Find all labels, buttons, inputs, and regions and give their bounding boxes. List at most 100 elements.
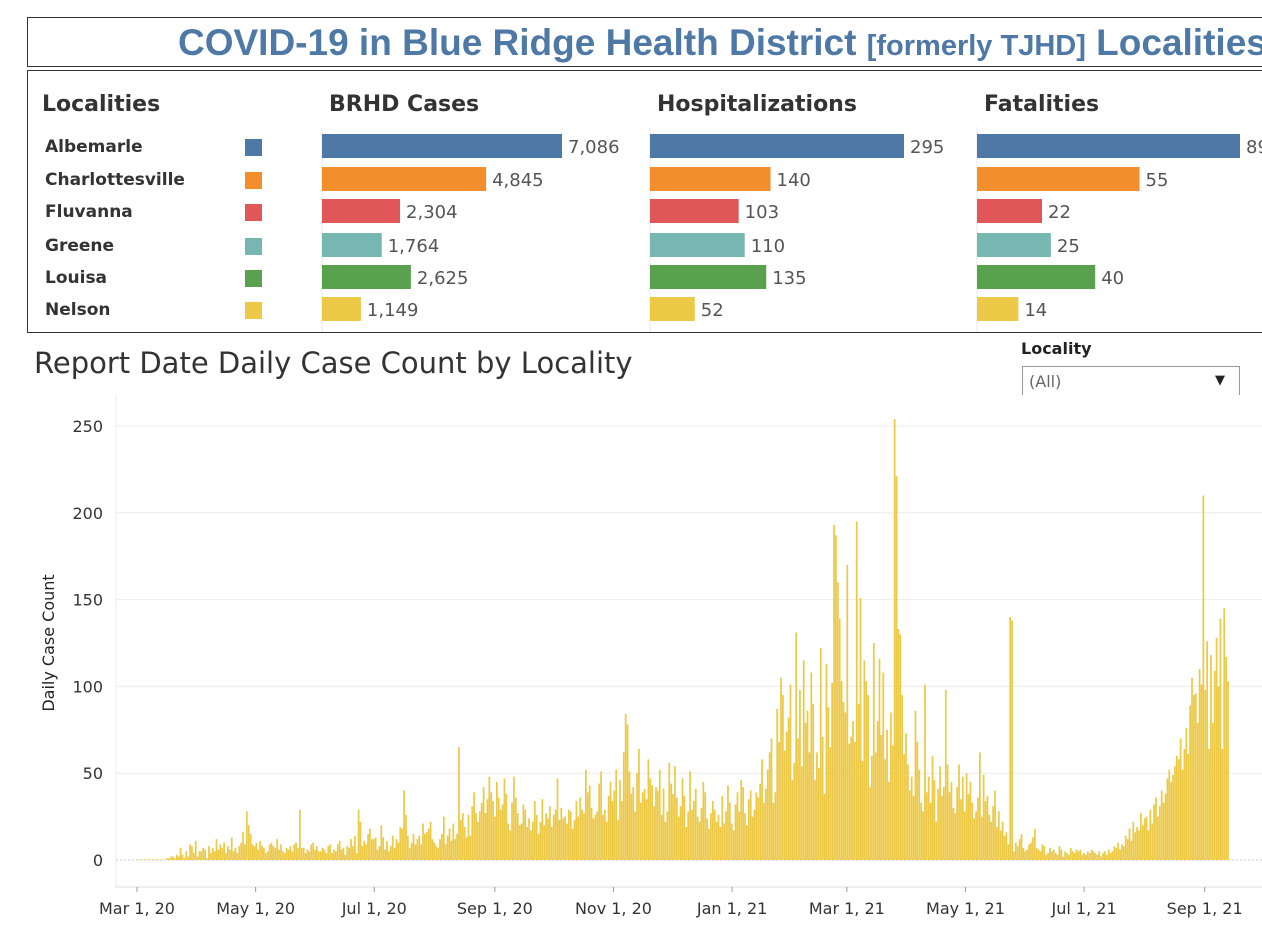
daily-case-bar [211,847,214,860]
daily-case-bar [971,802,974,860]
daily-case-bar [287,849,290,860]
daily-case-bar [524,809,527,860]
daily-case-bar [757,797,760,860]
daily-case-bar [651,785,654,860]
daily-case-bar [463,827,466,860]
locality-label: Charlottesville [45,170,185,190]
summary-bar [322,134,562,158]
daily-case-bar [473,792,476,860]
daily-case-bar [539,821,542,860]
dropdown-arrow-icon[interactable]: ▼ [1215,373,1225,388]
daily-case-bar [1068,854,1070,860]
daily-case-bar [1005,832,1008,860]
daily-case-bar [499,809,502,860]
daily-case-bar [948,792,951,860]
locality-filter-value: (All) [1029,372,1062,391]
daily-case-bar [1168,769,1171,860]
daily-case-bar [994,790,996,860]
daily-case-bar [384,849,387,860]
daily-case-bar [533,800,536,860]
daily-case-bar [675,797,678,860]
daily-case-bar [1219,618,1222,860]
daily-case-bar [666,811,669,860]
summary-bar [977,297,1019,321]
daily-case-bar [1071,851,1074,860]
daily-case-bar [230,837,233,860]
daily-case-bar [1128,828,1131,860]
daily-case-bar [352,846,354,860]
daily-case-bar [772,802,775,860]
locality-filter-dropdown[interactable]: (All) ▼ [1022,366,1240,397]
daily-case-bar [198,851,201,860]
daily-case-bar [471,806,474,860]
daily-case-bar [164,859,167,860]
daily-case-bar [662,788,665,860]
daily-case-bar [1077,851,1080,860]
daily-case-bar [956,787,959,860]
daily-case-bar [477,821,479,860]
daily-case-bar [776,708,779,860]
daily-case-bar [715,821,718,860]
daily-case-bar [162,859,165,860]
daily-case-bar [444,844,447,860]
daily-case-bar [952,807,955,860]
daily-case-bar [312,842,315,860]
daily-case-bar [255,842,258,860]
summary-bar [650,265,767,289]
daily-case-bar [598,783,601,860]
summary-bar-value: 52 [701,300,724,321]
daily-case-bar [611,800,614,860]
daily-case-bar [202,847,205,860]
daily-case-bar [1132,821,1135,860]
summary-bar [322,199,401,223]
daily-case-bar [903,754,905,860]
daily-case-bar [376,849,379,860]
daily-case-bar [734,804,737,860]
daily-case-bar [1024,851,1027,860]
daily-case-bar [458,747,460,860]
daily-case-bar [285,847,288,860]
daily-case-bar [1060,849,1063,860]
daily-case-bar [679,806,682,860]
daily-case-bar [592,818,595,860]
x-tick-label: Sep 1, 21 [1167,899,1243,918]
summary-bar-value: 110 [751,236,785,257]
daily-case-bar [537,833,540,860]
daily-case-bar [408,847,411,860]
daily-case-bar [1003,835,1006,860]
daily-case-bar [558,820,561,860]
daily-case-bar [1181,769,1184,860]
daily-case-bar [819,648,822,860]
daily-case-bar [738,811,741,860]
daily-case-bar [1126,839,1129,860]
daily-case-bar [215,839,218,860]
daily-case-bar [872,643,875,860]
daily-case-bar [636,773,638,860]
daily-case-bar [355,853,358,860]
daily-case-bar [1187,754,1190,860]
daily-case-bar [696,816,699,860]
daily-case-bar [1158,806,1161,860]
daily-case-bar [571,828,574,860]
daily-case-bar [227,846,229,860]
daily-case-bar [1155,797,1157,860]
daily-case-chart: 0 50 100 150 200 250 Daily Case Count Mar 1, 20… [39,395,1262,918]
daily-case-bar [418,835,421,860]
daily-case-bar [242,832,244,860]
daily-case-bar [361,846,364,860]
daily-case-bar [736,792,739,860]
daily-case-bar [236,853,239,860]
daily-case-bar [1206,641,1209,860]
daily-case-bar [831,682,834,860]
daily-case-bar [711,800,714,860]
y-tick-label: 150 [72,591,103,610]
daily-case-bar [1136,827,1138,860]
summary-bar [977,199,1043,223]
daily-case-bar [586,792,589,860]
daily-case-bar [1058,846,1061,860]
daily-case-bar [802,660,805,860]
daily-case-bar [297,847,299,860]
daily-case-bar [431,839,434,860]
daily-case-bar [874,752,877,860]
daily-case-bar [478,811,481,860]
